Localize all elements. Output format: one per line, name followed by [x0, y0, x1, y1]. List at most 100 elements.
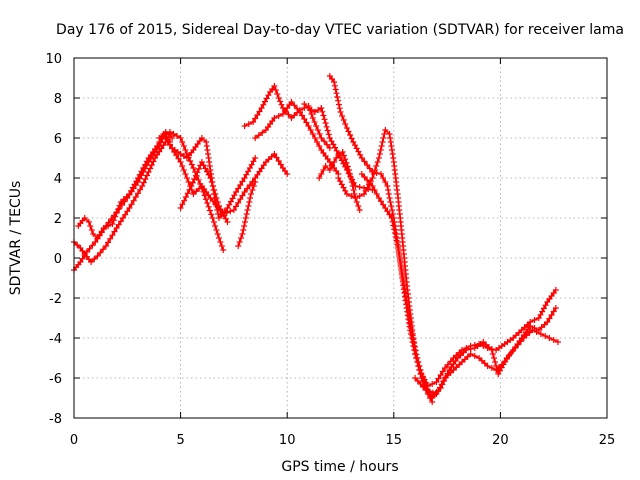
data-point-marker: [343, 125, 350, 131]
data-point-marker: [364, 184, 371, 191]
series-track-4: [156, 129, 227, 253]
data-point-marker: [318, 105, 325, 111]
data-point-marker: [198, 159, 205, 165]
data-point-marker: [156, 148, 163, 155]
data-point-marker: [442, 374, 449, 381]
data-point-marker: [488, 347, 495, 353]
data-point-marker: [520, 335, 527, 341]
data-point-marker: [92, 239, 99, 245]
y-tick-label: 2: [54, 212, 62, 227]
data-point-marker: [484, 363, 491, 369]
x-tick-label: 5: [176, 433, 184, 448]
data-point-marker: [109, 232, 116, 239]
data-point-marker: [305, 105, 312, 111]
data-point-marker: [373, 163, 380, 169]
data-point-marker: [377, 147, 384, 153]
data-point-marker: [413, 351, 420, 358]
data-point-marker: [231, 192, 238, 199]
data-point-marker: [345, 128, 352, 135]
data-point-marker: [489, 351, 496, 357]
data-point-marker: [182, 194, 189, 200]
data-point-marker: [143, 158, 150, 165]
data-point-marker: [212, 191, 219, 197]
data-point-marker: [393, 237, 400, 244]
data-point-marker: [110, 217, 117, 224]
data-point-marker: [166, 141, 173, 148]
data-point-marker: [117, 218, 124, 225]
data-point-marker: [81, 215, 88, 221]
data-point-marker: [217, 206, 224, 213]
data-point-marker: [325, 131, 332, 138]
data-point-marker: [369, 183, 376, 189]
data-point-marker: [195, 177, 202, 183]
data-point-marker: [105, 223, 112, 229]
data-point-marker: [459, 359, 465, 365]
data-point-marker: [402, 293, 409, 299]
data-point-marker: [340, 152, 347, 159]
data-point-marker: [212, 223, 219, 229]
data-point-marker: [550, 308, 557, 315]
data-point-marker: [210, 219, 217, 225]
data-point-marker: [552, 287, 559, 293]
data-point-marker: [272, 87, 279, 93]
data-point-marker: [226, 201, 233, 208]
data-point-marker: [318, 171, 325, 177]
data-point-marker: [371, 187, 378, 193]
data-point-marker: [493, 363, 500, 369]
data-point-marker: [342, 187, 349, 194]
data-point-marker: [380, 135, 387, 141]
data-point-marker: [439, 368, 446, 375]
data-point-marker: [135, 190, 141, 197]
data-point-marker: [120, 215, 126, 221]
data-point-marker: [244, 185, 251, 192]
data-point-marker: [386, 211, 393, 218]
data-point-marker: [117, 199, 124, 205]
data-point-marker: [332, 144, 338, 151]
data-point-marker: [369, 175, 376, 181]
data-point-marker: [243, 171, 250, 178]
data-point-marker: [190, 165, 197, 171]
data-point-marker: [195, 165, 202, 172]
data-point-marker: [180, 143, 187, 149]
data-point-marker: [252, 135, 259, 141]
data-point-marker: [361, 158, 368, 165]
data-point-marker: [238, 235, 244, 241]
data-point-marker: [307, 127, 314, 133]
data-point-marker: [405, 313, 412, 319]
x-tick-label: 0: [70, 433, 78, 448]
data-point-marker: [189, 179, 196, 186]
data-point-marker: [542, 333, 549, 339]
data-point-marker: [463, 347, 470, 353]
data-point-marker: [74, 242, 81, 248]
data-point-marker: [380, 175, 387, 181]
data-point-marker: [344, 163, 351, 170]
x-tick-label: 20: [492, 433, 509, 448]
data-point-marker: [252, 115, 259, 122]
data-point-marker: [98, 228, 105, 235]
data-point-marker: [343, 191, 350, 197]
data-point-marker: [86, 245, 93, 252]
data-point-marker: [350, 139, 357, 145]
data-point-marker: [353, 199, 360, 205]
data-point-marker: [170, 131, 177, 137]
data-point-marker: [364, 177, 371, 183]
y-tick-label: -8: [49, 412, 62, 427]
data-point-marker: [335, 175, 342, 181]
data-point-marker: [133, 178, 140, 185]
data-point-marker: [241, 223, 248, 229]
data-point-marker: [407, 325, 414, 331]
data-point-marker: [239, 178, 246, 185]
data-point-marker: [420, 384, 427, 390]
data-point-marker: [137, 186, 144, 193]
data-point-marker: [256, 168, 263, 175]
data-point-marker: [391, 230, 398, 236]
data-point-marker: [254, 112, 261, 118]
data-point-marker: [198, 135, 205, 141]
data-point-marker: [275, 113, 282, 119]
data-point-marker: [229, 195, 236, 202]
series-track-11: [301, 101, 376, 193]
y-tick-label: 0: [54, 252, 62, 267]
data-point-marker: [316, 131, 323, 137]
data-point-marker: [396, 253, 403, 259]
